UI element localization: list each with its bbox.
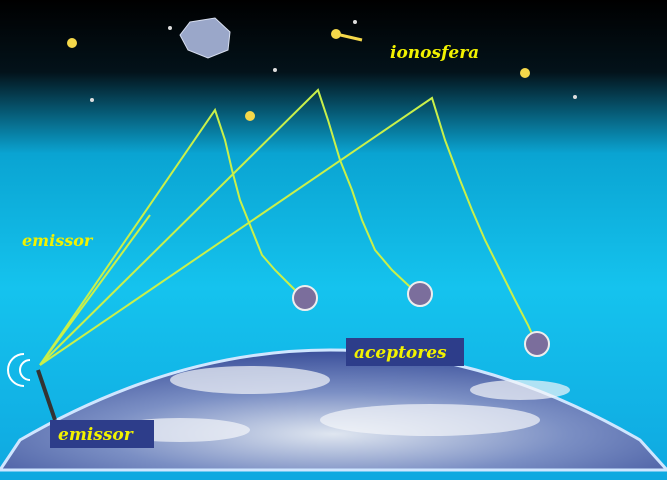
emitter-label: emissor — [58, 425, 134, 445]
emitter-side-label: emissor — [22, 231, 94, 250]
emitter-antenna — [7, 353, 57, 421]
receptors-label: aceptores — [354, 343, 447, 363]
receptors-box — [346, 338, 464, 366]
stars — [67, 20, 577, 121]
comet-tail — [335, 32, 363, 42]
receiver-dishes — [292, 281, 550, 357]
radio-waves — [39, 88, 538, 366]
moon — [179, 17, 231, 59]
ionosphere-label: ionosfera — [390, 43, 479, 63]
emitter-box — [50, 420, 154, 448]
